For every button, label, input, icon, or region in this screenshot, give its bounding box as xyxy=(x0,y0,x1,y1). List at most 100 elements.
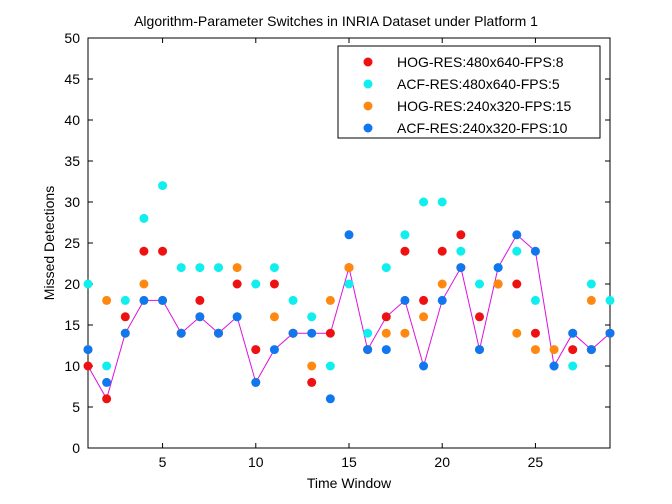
data-point xyxy=(102,377,112,387)
data-point xyxy=(344,279,354,289)
data-point xyxy=(325,295,335,305)
y-tick-label: 0 xyxy=(72,440,80,456)
data-point xyxy=(176,328,186,338)
y-tick-label: 20 xyxy=(64,276,80,292)
data-point xyxy=(269,345,279,355)
data-point xyxy=(139,213,149,223)
data-point xyxy=(195,295,205,305)
axis-ticks: 0 5 10 15 20 25 30 35 40 45 50 5 10 15 20 25 xyxy=(64,30,610,470)
y-tick-label: 15 xyxy=(64,317,80,333)
data-point xyxy=(232,279,242,289)
data-point xyxy=(530,295,540,305)
data-point xyxy=(437,279,447,289)
data-point xyxy=(456,230,466,240)
data-point xyxy=(288,295,298,305)
y-tick-label: 10 xyxy=(64,358,80,374)
data-point xyxy=(102,295,112,305)
data-point xyxy=(512,246,522,256)
data-point xyxy=(83,345,93,355)
y-tick-label: 5 xyxy=(72,399,80,415)
points-layer xyxy=(83,181,615,404)
data-point xyxy=(475,312,484,322)
data-point xyxy=(139,295,149,305)
data-point xyxy=(493,263,503,273)
data-point xyxy=(158,295,168,305)
legend-box xyxy=(337,45,601,139)
data-point xyxy=(102,394,112,404)
y-tick-label: 50 xyxy=(64,30,80,46)
x-axis-label: Time Window xyxy=(307,475,392,491)
data-point xyxy=(456,263,466,273)
legend-marker xyxy=(363,57,373,67)
data-point xyxy=(214,328,223,338)
data-point xyxy=(381,328,391,338)
data-point xyxy=(549,361,559,371)
data-point xyxy=(307,361,317,371)
x-tick-label: 15 xyxy=(341,454,357,470)
data-point xyxy=(530,246,540,256)
data-point xyxy=(158,181,168,191)
data-point xyxy=(586,345,596,355)
data-point xyxy=(269,263,279,273)
data-point xyxy=(307,377,317,387)
data-point xyxy=(158,246,168,256)
data-point xyxy=(288,328,298,338)
data-point xyxy=(475,345,484,355)
data-point xyxy=(120,312,130,322)
data-point xyxy=(120,328,130,338)
data-point xyxy=(475,279,484,289)
data-point xyxy=(586,295,596,305)
data-point xyxy=(400,246,410,256)
data-point xyxy=(83,279,93,289)
data-point xyxy=(512,328,522,338)
data-point xyxy=(437,246,447,256)
y-tick-label: 35 xyxy=(64,153,80,169)
data-point xyxy=(456,246,466,256)
series-3 xyxy=(83,230,615,404)
data-point xyxy=(381,312,391,322)
x-tick-label: 20 xyxy=(434,454,450,470)
legend-marker xyxy=(363,123,373,133)
data-point xyxy=(325,394,335,404)
data-point xyxy=(307,328,317,338)
data-point xyxy=(176,263,186,273)
data-point xyxy=(419,197,429,207)
data-point xyxy=(251,279,261,289)
data-point xyxy=(269,312,279,322)
legend-label: HOG-RES:480x640-FPS:8 xyxy=(397,54,564,70)
data-point xyxy=(232,312,242,322)
x-tick-label: 5 xyxy=(159,454,167,470)
data-point xyxy=(568,361,578,371)
legend-label: HOG-RES:240x320-FPS:15 xyxy=(397,98,572,114)
data-point xyxy=(605,295,615,305)
data-point xyxy=(530,345,540,355)
y-axis-label: Missed Detections xyxy=(41,186,57,300)
data-point xyxy=(325,328,335,338)
data-point xyxy=(214,263,223,273)
data-point xyxy=(568,345,578,355)
y-tick-label: 40 xyxy=(64,112,80,128)
y-tick-label: 25 xyxy=(64,235,80,251)
data-point xyxy=(195,263,205,273)
legend-marker xyxy=(363,79,373,89)
data-point xyxy=(512,279,522,289)
data-point xyxy=(120,295,130,305)
data-point xyxy=(344,263,354,273)
data-point xyxy=(512,230,522,240)
data-point xyxy=(363,328,373,338)
data-point xyxy=(251,377,261,387)
y-tick-label: 30 xyxy=(64,194,80,210)
data-point xyxy=(586,279,596,289)
data-point xyxy=(437,295,447,305)
legend: HOG-RES:480x640-FPS:8 ACF-RES:480x640-FPS… xyxy=(337,45,601,139)
y-tick-label: 45 xyxy=(64,71,80,87)
data-point xyxy=(232,263,242,273)
legend-marker xyxy=(363,101,373,111)
data-point xyxy=(400,295,410,305)
data-point xyxy=(381,345,391,355)
chart-title: Algorithm-Parameter Switches in INRIA Da… xyxy=(134,13,538,29)
data-point xyxy=(419,295,429,305)
data-point xyxy=(400,328,410,338)
legend-label: ACF-RES:480x640-FPS:5 xyxy=(397,76,560,92)
